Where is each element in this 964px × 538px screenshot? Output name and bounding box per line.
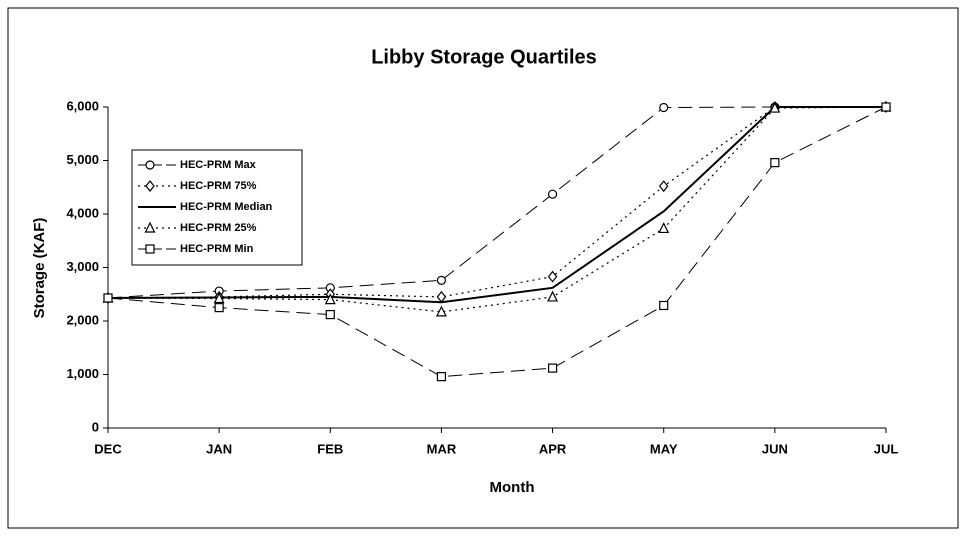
data-point	[214, 303, 224, 313]
series-line	[107, 106, 886, 299]
data-point	[436, 275, 447, 285]
data-point	[659, 300, 669, 311]
y-tick-label: 6,000	[66, 98, 99, 113]
data-point	[547, 270, 558, 283]
legend-marker	[145, 160, 155, 170]
series-line	[107, 106, 887, 313]
data-point	[547, 363, 558, 373]
legend-label: HEC-PRM Max	[180, 159, 257, 171]
chart-title: Libby Storage Quartiles	[371, 46, 597, 68]
data-point	[324, 293, 336, 305]
data-point	[435, 305, 447, 317]
legend-marker	[144, 221, 156, 233]
data-point	[770, 158, 780, 168]
y-tick-label: 1,000	[66, 366, 99, 381]
series-line	[107, 106, 886, 299]
data-point	[103, 293, 113, 303]
data-point	[436, 372, 447, 382]
legend-label: HEC-PRM 75%	[180, 180, 257, 192]
y-axis-label: Storage (KAF)	[31, 218, 48, 319]
x-tick-label: MAR	[427, 441, 457, 456]
x-tick-label: APR	[539, 441, 567, 456]
y-tick-label: 3,000	[66, 259, 99, 274]
y-tick-label: 2,000	[66, 312, 99, 327]
legend-label: HEC-PRM Median	[180, 201, 273, 213]
x-tick-label: JUL	[874, 441, 899, 456]
x-tick-label: MAY	[650, 441, 678, 456]
data-point	[881, 102, 891, 112]
data-point	[436, 290, 447, 303]
y-tick-label: 4,000	[66, 205, 99, 220]
data-point	[658, 222, 670, 234]
legend-marker	[145, 244, 155, 254]
legend-label: HEC-PRM Min	[180, 243, 254, 255]
x-tick-label: FEB	[317, 441, 343, 456]
x-tick-label: JAN	[206, 441, 232, 456]
x-tick-label: JUN	[762, 441, 788, 456]
data-point	[325, 309, 335, 320]
data-point	[659, 102, 669, 113]
series-line	[107, 106, 886, 304]
data-point	[769, 101, 781, 113]
x-tick-label: DEC	[94, 441, 122, 456]
series-line	[107, 106, 887, 378]
x-axis-label: Month	[490, 479, 535, 496]
data-point	[547, 290, 559, 302]
data-point	[213, 292, 225, 304]
legend-marker	[145, 180, 155, 192]
y-tick-label: 0	[92, 419, 99, 434]
y-tick-label: 5,000	[66, 152, 99, 167]
data-point	[658, 180, 669, 193]
chart-frame	[7, 7, 959, 529]
legend-label: HEC-PRM 25%	[180, 222, 257, 234]
data-point	[547, 189, 558, 199]
